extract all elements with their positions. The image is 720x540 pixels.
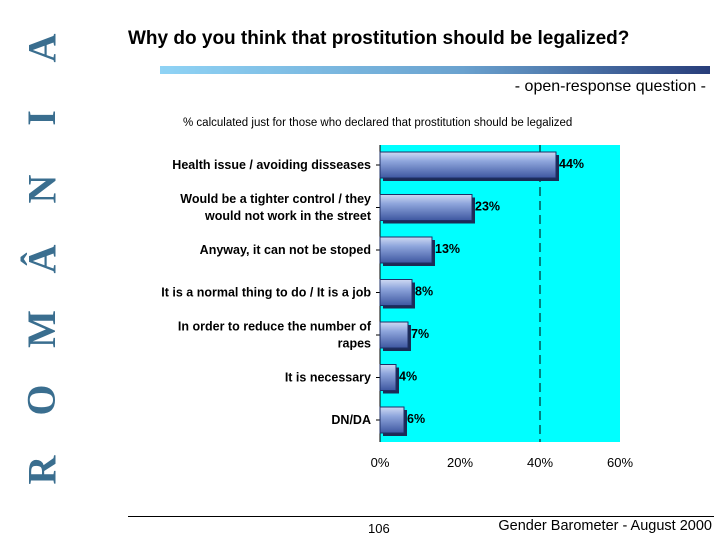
data-label: 8%	[415, 285, 433, 299]
source-credit: Gender Barometer - August 2000	[498, 518, 712, 534]
bar	[379, 236, 433, 264]
category-label-line: DN/DA	[331, 413, 371, 427]
category-label-line: would not work in the street	[204, 209, 372, 223]
bar	[379, 364, 397, 391]
chart-subtitle: - open-response question -	[514, 78, 706, 95]
category-label-line: It is necessary	[285, 371, 371, 385]
category-label: It is necessary	[285, 371, 371, 385]
category-label-line: Anyway, it can not be stoped	[200, 243, 371, 257]
title-gradient-bar	[160, 66, 710, 74]
bar	[379, 321, 409, 349]
bar	[379, 279, 413, 306]
chart-note: % calculated just for those who declared…	[183, 117, 573, 129]
data-label: 4%	[399, 370, 417, 384]
page-number: 106	[368, 521, 390, 536]
category-label-line: rapes	[338, 337, 371, 351]
data-label: 6%	[407, 412, 425, 426]
category-label-line: Would be a tighter control / they	[180, 192, 371, 206]
data-label: 44%	[559, 157, 584, 171]
category-label-line: Health issue / avoiding disseases	[172, 158, 371, 172]
x-tick-label: 20%	[447, 455, 473, 470]
category-label-line: In order to reduce the number of	[178, 320, 372, 334]
bar	[379, 194, 473, 221]
data-label: 13%	[435, 242, 460, 256]
bar	[379, 406, 405, 434]
data-label: 23%	[475, 200, 500, 214]
category-label: It is a normal thing to do / It is a job	[161, 286, 371, 300]
x-tick-label: 40%	[527, 455, 553, 470]
category-label: Anyway, it can not be stoped	[200, 243, 371, 257]
category-label: In order to reduce the number of rapes	[178, 320, 372, 351]
data-label: 7%	[411, 327, 429, 341]
bar	[379, 151, 557, 179]
category-label: Would be a tighter control / they would n…	[180, 192, 372, 223]
x-tick-label: 0%	[371, 455, 390, 470]
category-label-line: It is a normal thing to do / It is a job	[161, 286, 371, 300]
category-label: DN/DA	[331, 413, 371, 427]
chart-title: Why do you think that prostitution shoul…	[128, 28, 630, 49]
footer-divider	[128, 516, 714, 517]
x-tick-label: 60%	[607, 455, 633, 470]
category-label: Health issue / avoiding disseases	[172, 158, 371, 172]
